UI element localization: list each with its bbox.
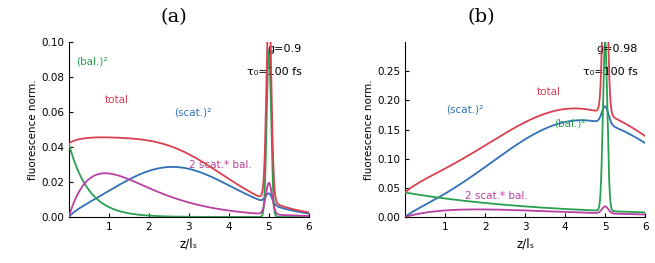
- Text: g=0.98: g=0.98: [597, 44, 638, 54]
- Text: τ₀=100 fs: τ₀=100 fs: [247, 67, 302, 77]
- Text: (bal.)²: (bal.)²: [554, 118, 586, 128]
- Text: 2 scat.* bal.: 2 scat.* bal.: [465, 191, 528, 201]
- Text: (scat.)²: (scat.)²: [446, 104, 483, 114]
- Y-axis label: fluorescence norm.: fluorescence norm.: [28, 79, 38, 180]
- Text: (bal.)²: (bal.)²: [76, 57, 107, 67]
- Text: (b): (b): [468, 8, 495, 26]
- X-axis label: z/lₛ: z/lₛ: [180, 237, 198, 250]
- Text: 2 scat.* bal.: 2 scat.* bal.: [189, 160, 252, 170]
- Text: (scat.)²: (scat.)²: [174, 108, 212, 118]
- Y-axis label: fluorescence norm.: fluorescence norm.: [364, 79, 374, 180]
- Text: total: total: [537, 87, 561, 97]
- Text: g=0.9: g=0.9: [267, 44, 302, 54]
- X-axis label: z/lₛ: z/lₛ: [516, 237, 534, 250]
- Text: (a): (a): [160, 8, 187, 26]
- Text: total: total: [105, 95, 129, 105]
- Text: τ₀=100 fs: τ₀=100 fs: [583, 67, 638, 77]
